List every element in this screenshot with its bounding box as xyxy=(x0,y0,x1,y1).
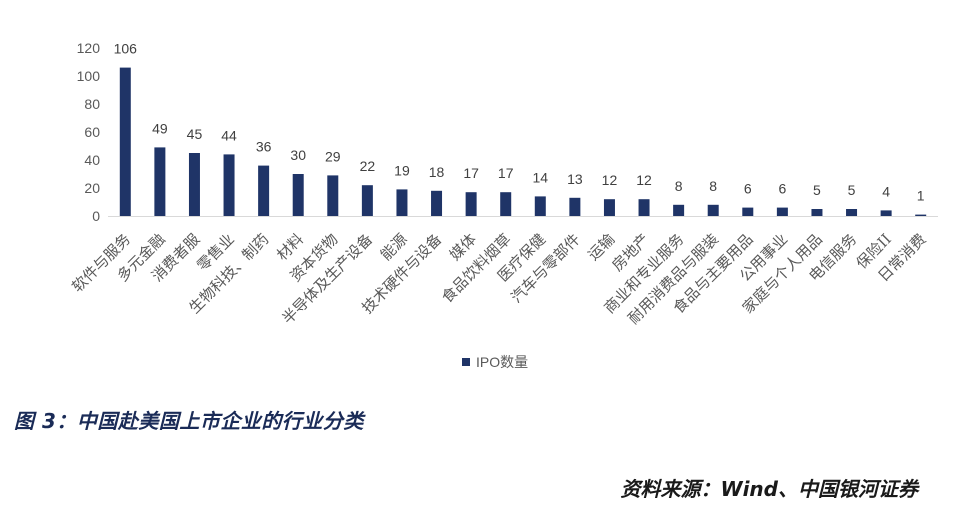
y-tick-label: 40 xyxy=(84,152,100,168)
bar xyxy=(154,147,166,216)
y-axis: 0 20 40 60 80 100 120 xyxy=(77,40,938,224)
bar xyxy=(811,209,823,216)
legend: IPO数量 xyxy=(462,354,528,370)
legend-swatch xyxy=(462,358,470,366)
y-tick-label: 100 xyxy=(77,68,101,84)
bar-value-label: 17 xyxy=(463,165,479,181)
bar xyxy=(569,197,581,216)
bar xyxy=(292,174,304,216)
bar xyxy=(534,196,546,216)
bar xyxy=(223,154,235,216)
bar-value-label: 14 xyxy=(533,169,549,185)
y-tick-label: 60 xyxy=(84,124,100,140)
bar xyxy=(846,209,858,216)
bar xyxy=(396,189,408,216)
bars xyxy=(119,67,927,216)
bar xyxy=(673,204,685,216)
bar-value-label: 4 xyxy=(882,183,890,199)
bar-value-label: 49 xyxy=(152,120,168,136)
y-tick-label: 0 xyxy=(92,208,100,224)
bar xyxy=(638,199,650,216)
bar-value-label: 6 xyxy=(778,181,786,197)
bar-value-label: 12 xyxy=(602,172,618,188)
bar-value-label: 29 xyxy=(325,148,341,164)
bar-value-label: 45 xyxy=(187,126,203,142)
bar-value-label: 22 xyxy=(360,158,376,174)
source-note: 资料来源：Wind、中国银河证券 xyxy=(620,477,918,501)
bar-value-label: 6 xyxy=(744,181,752,197)
bar xyxy=(880,210,892,216)
y-tick-label: 120 xyxy=(77,40,101,56)
bar-value-label: 44 xyxy=(221,127,237,143)
bar-value-label: 17 xyxy=(498,165,514,181)
bar xyxy=(361,185,373,216)
bar-value-label: 106 xyxy=(114,41,138,57)
bar-value-label: 36 xyxy=(256,139,272,155)
bar xyxy=(327,175,339,216)
bar xyxy=(188,153,200,216)
figure-caption: 图 3：中国赴美国上市企业的行业分类 xyxy=(14,409,364,433)
bar xyxy=(915,214,927,216)
y-tick-label: 80 xyxy=(84,96,100,112)
bar xyxy=(465,192,477,216)
bar xyxy=(707,204,719,216)
value-labels: 106 49 45 44 36 30 29 22 19 18 17 17 14 13 12 12 8 8 6 6 5 5 4… xyxy=(114,41,925,204)
bar-value-label: 8 xyxy=(709,178,717,194)
bar-value-label: 5 xyxy=(813,182,821,198)
bar-value-label: 8 xyxy=(675,178,683,194)
bar xyxy=(431,190,443,216)
bar-value-label: 13 xyxy=(567,171,583,187)
bar-value-label: 18 xyxy=(429,164,445,180)
bar xyxy=(119,67,131,216)
bar xyxy=(776,207,788,216)
bar xyxy=(258,165,270,216)
bar-value-label: 5 xyxy=(848,182,856,198)
y-tick-label: 20 xyxy=(84,180,100,196)
bar-value-label: 19 xyxy=(394,162,410,178)
bar xyxy=(603,199,615,216)
bar-value-label: 1 xyxy=(917,188,925,204)
legend-label: IPO数量 xyxy=(476,354,528,370)
bar-value-label: 12 xyxy=(636,172,652,188)
bar-value-label: 30 xyxy=(290,147,306,163)
bar xyxy=(742,207,754,216)
bar xyxy=(500,192,512,216)
